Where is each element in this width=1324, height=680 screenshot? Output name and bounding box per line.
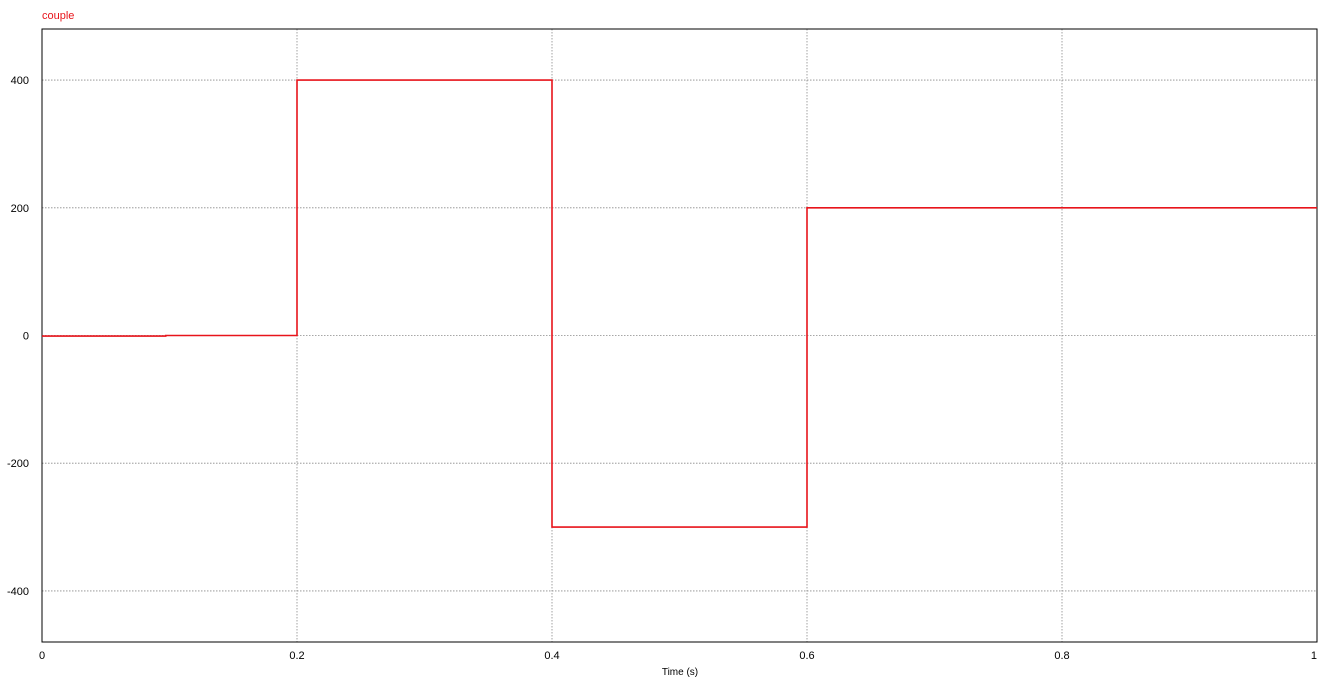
y-tick-label: 0 — [23, 331, 29, 343]
y-tick-label: -200 — [7, 458, 29, 470]
x-axis-ticks: 0 0.2 0.4 0.6 0.8 1 — [39, 650, 1317, 662]
x-tick-label: 1 — [1311, 650, 1317, 662]
y-tick-label: -400 — [7, 586, 29, 598]
x-tick-label: 0.4 — [544, 650, 559, 662]
series-layer — [42, 79, 1317, 528]
series-line-couple — [42, 79, 1317, 528]
x-tick-label: 0.6 — [799, 650, 814, 662]
y-tick-label: 200 — [11, 203, 29, 215]
x-axis-label: Time (s) — [662, 667, 698, 678]
series-label: couple — [42, 10, 74, 22]
x-tick-label: 0.2 — [289, 650, 304, 662]
x-tick-label: 0.8 — [1054, 650, 1069, 662]
x-tick-label: 0 — [39, 650, 45, 662]
y-tick-label: 400 — [11, 75, 29, 87]
y-axis-ticks: 400 200 0 -200 -400 — [7, 75, 29, 598]
